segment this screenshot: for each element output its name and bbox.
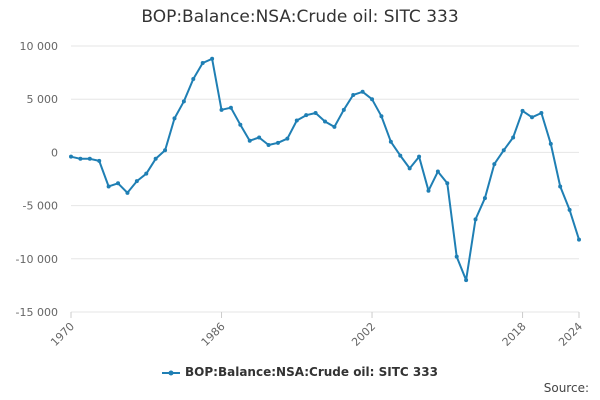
data-point[interactable]: [482, 196, 487, 201]
data-point[interactable]: [520, 108, 525, 113]
data-point[interactable]: [106, 184, 111, 189]
data-point[interactable]: [294, 118, 299, 123]
data-point[interactable]: [379, 114, 384, 119]
data-point[interactable]: [407, 166, 412, 171]
data-point[interactable]: [511, 135, 516, 140]
data-point[interactable]: [426, 188, 431, 193]
data-point[interactable]: [417, 154, 422, 159]
data-point[interactable]: [257, 135, 262, 140]
data-point[interactable]: [163, 148, 168, 153]
data-point[interactable]: [228, 105, 233, 110]
data-point[interactable]: [134, 179, 139, 184]
y-tick-label: -5 000: [23, 200, 58, 213]
data-point[interactable]: [285, 136, 290, 141]
data-point[interactable]: [351, 92, 356, 97]
data-point[interactable]: [313, 111, 318, 116]
data-point[interactable]: [238, 122, 243, 127]
data-point[interactable]: [125, 190, 130, 195]
data-point[interactable]: [473, 217, 478, 222]
data-point[interactable]: [181, 99, 186, 104]
data-point[interactable]: [435, 169, 440, 174]
data-point[interactable]: [247, 138, 252, 143]
data-point[interactable]: [97, 158, 102, 163]
data-point[interactable]: [501, 148, 506, 153]
y-tick-label: -10 000: [16, 253, 58, 266]
data-point[interactable]: [266, 142, 271, 147]
data-point[interactable]: [200, 61, 205, 66]
data-point[interactable]: [78, 156, 83, 161]
data-point[interactable]: [558, 184, 563, 189]
data-point[interactable]: [172, 116, 177, 121]
chart-title: BOP:Balance:NSA:Crude oil: SITC 333: [141, 7, 459, 27]
data-point[interactable]: [191, 76, 196, 81]
legend-label: BOP:Balance:NSA:Crude oil: SITC 333: [185, 365, 438, 379]
data-point[interactable]: [370, 97, 375, 102]
data-point[interactable]: [454, 254, 459, 259]
legend-line-marker-icon: [162, 370, 181, 375]
data-point[interactable]: [492, 162, 497, 167]
data-point[interactable]: [116, 181, 121, 186]
data-point[interactable]: [360, 89, 365, 94]
data-point[interactable]: [275, 140, 280, 145]
data-point[interactable]: [210, 56, 215, 61]
y-tick-label: 5 000: [27, 93, 59, 106]
gridlines: [71, 45, 579, 313]
data-point[interactable]: [577, 237, 581, 242]
data-point[interactable]: [398, 153, 403, 158]
x-tick-label: 2002: [349, 320, 378, 349]
data-point[interactable]: [445, 181, 450, 186]
data-point[interactable]: [153, 156, 158, 161]
data-point[interactable]: [332, 124, 337, 129]
data-point[interactable]: [548, 141, 553, 146]
x-tick-label: 1986: [199, 320, 228, 349]
x-tick-label: 2018: [500, 320, 529, 349]
data-point[interactable]: [539, 111, 544, 116]
data-point[interactable]: [87, 156, 92, 161]
data-point[interactable]: [388, 139, 393, 144]
y-tick-label: -15 000: [16, 306, 58, 319]
series-layer: [69, 56, 581, 283]
data-point[interactable]: [529, 115, 534, 120]
data-point[interactable]: [69, 154, 73, 159]
data-point[interactable]: [304, 113, 309, 118]
y-tick-label: 10 000: [20, 40, 59, 53]
y-tick-label: 0: [51, 146, 58, 159]
data-point[interactable]: [567, 207, 572, 212]
x-tick-label: 1970: [48, 320, 77, 349]
series-line: [70, 57, 580, 282]
data-point[interactable]: [219, 107, 224, 112]
data-point[interactable]: [144, 171, 149, 176]
data-point[interactable]: [323, 119, 327, 124]
legend[interactable]: BOP:Balance:NSA:Crude oil: SITC 333: [0, 365, 600, 379]
data-point[interactable]: [341, 107, 346, 112]
data-point[interactable]: [464, 278, 469, 283]
source-label: Source:: [543, 381, 589, 395]
x-tick-label: 2024: [556, 320, 585, 349]
